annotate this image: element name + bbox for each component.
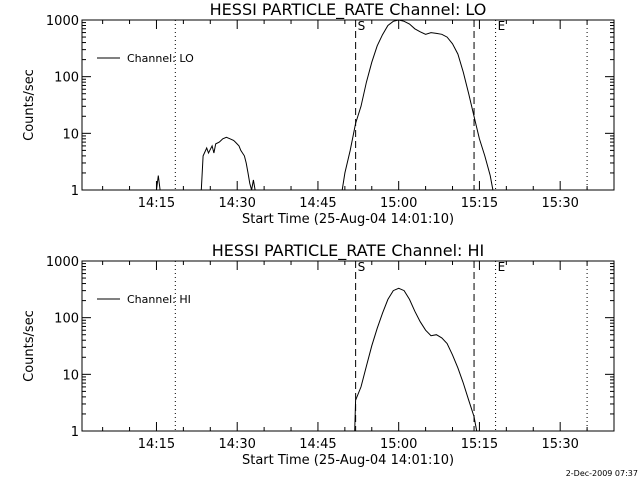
series-line [200, 136, 256, 191]
chart-title: HESSI PARTICLE_RATE Channel: HI [212, 241, 485, 261]
x-tick-label: 14:15 [138, 196, 175, 211]
y-axis-label: Counts/sec [22, 69, 37, 141]
marker-label-e: E [498, 260, 506, 274]
chart-title: HESSI PARTICLE_RATE Channel: LO [210, 0, 487, 20]
y-tick-label: 1 [71, 425, 79, 440]
marker-label-s: S [358, 260, 366, 274]
plot-timestamp: 2-Dec-2009 07:37 [566, 469, 638, 478]
y-tick-label: 1000 [46, 14, 79, 29]
marker-label-s: S [358, 19, 366, 33]
y-tick-label: 100 [54, 312, 79, 327]
y-axis-label: Counts/sec [22, 310, 37, 382]
plot-frame [81, 19, 615, 191]
series-line [156, 175, 161, 191]
legend-label: Channel: HI [127, 293, 191, 306]
series-line [341, 19, 494, 191]
x-tick-label: 14:30 [218, 196, 255, 211]
x-tick-label: 14:45 [299, 437, 336, 452]
x-tick-label: 14:30 [218, 437, 255, 452]
y-tick-label: 10 [62, 368, 79, 383]
x-tick-label: 15:00 [380, 437, 417, 452]
x-tick-label: 15:15 [461, 196, 498, 211]
plot-frame [81, 260, 615, 432]
x-axis-label: Start Time (25-Aug-04 14:01:10) [242, 212, 454, 227]
y-tick-label: 1 [71, 184, 79, 199]
legend-label: Channel: LO [127, 52, 194, 65]
x-tick-label: 15:15 [461, 437, 498, 452]
x-tick-label: 14:45 [299, 196, 336, 211]
x-tick-label: 15:30 [541, 196, 578, 211]
lo-channel-panel: HESSI PARTICLE_RATE Channel: LO 1 10 100 100… [22, 0, 615, 227]
series-line [354, 287, 478, 432]
x-axis-label: Start Time (25-Aug-04 14:01:10) [242, 453, 454, 468]
y-tick-label: 10 [62, 127, 79, 142]
x-tick-label: 14:15 [138, 437, 175, 452]
marker-label-e: E [498, 19, 506, 33]
y-tick-label: 1000 [46, 255, 79, 270]
x-tick-label: 15:00 [380, 196, 417, 211]
hi-channel-panel: HESSI PARTICLE_RATE Channel: HI 1 10 100 100… [22, 241, 615, 468]
x-tick-label: 15:30 [541, 437, 578, 452]
y-tick-label: 100 [54, 71, 79, 86]
